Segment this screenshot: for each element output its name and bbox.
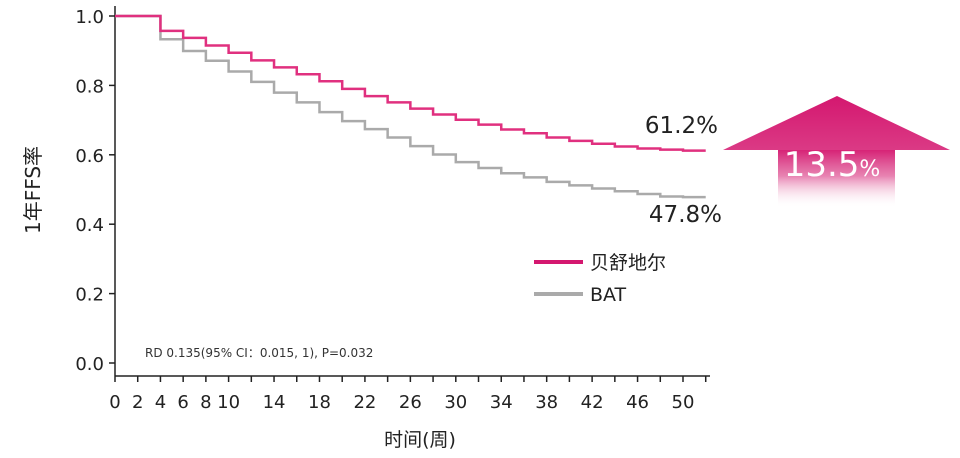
difference-value: 13.5% [784,145,881,185]
axes [114,6,710,377]
legend: 贝舒地尔 BAT [534,252,666,306]
y-tick-label: 1.0 [75,7,104,28]
x-axis-label: 时间(周) [384,429,456,451]
y-tick-label: 0.8 [75,76,104,97]
x-tick-label: 34 [490,392,513,413]
difference-arrow: 13.5% [723,96,950,208]
legend-label-bat: BAT [590,284,627,306]
stats-note: RD 0.135(95% CI：0.015, 1), P=0.032 [145,346,373,360]
x-tick-label: 30 [444,392,467,413]
x-tick-label: 50 [672,392,695,413]
curve-treatment [115,14,706,152]
x-tick-label: 6 [177,392,188,413]
arrow-shaft [778,150,895,208]
y-tick-label: 0.6 [75,146,104,167]
x-tick-label: 18 [308,392,331,413]
x-tick-label: 38 [535,392,558,413]
difference-number: 13.5 [784,145,860,185]
curve-bat [115,14,706,199]
arrow-head [723,96,950,150]
x-tick-label: 0 [109,392,120,413]
x-tick-label: 22 [353,392,376,413]
end-label-treatment: 61.2% [645,113,718,139]
legend-label-treatment: 贝舒地尔 [590,252,666,274]
x-tick-label: 46 [626,392,649,413]
y-tick-label: 0.2 [75,285,104,306]
y-tick-label: 0.4 [75,215,104,236]
x-tick-label: 42 [581,392,604,413]
x-tick-label: 26 [399,392,422,413]
x-tick-label: 4 [155,392,166,413]
x-tick-label: 14 [263,392,286,413]
x-tick-label: 8 [200,392,211,413]
y-tick-label: 0.0 [75,354,104,375]
end-label-bat: 47.8% [649,202,722,228]
x-tick-label: 10 [217,392,240,413]
difference-unit: % [859,157,880,182]
x-tick-label: 2 [132,392,143,413]
y-axis-label: 1年FFS率 [21,146,45,234]
